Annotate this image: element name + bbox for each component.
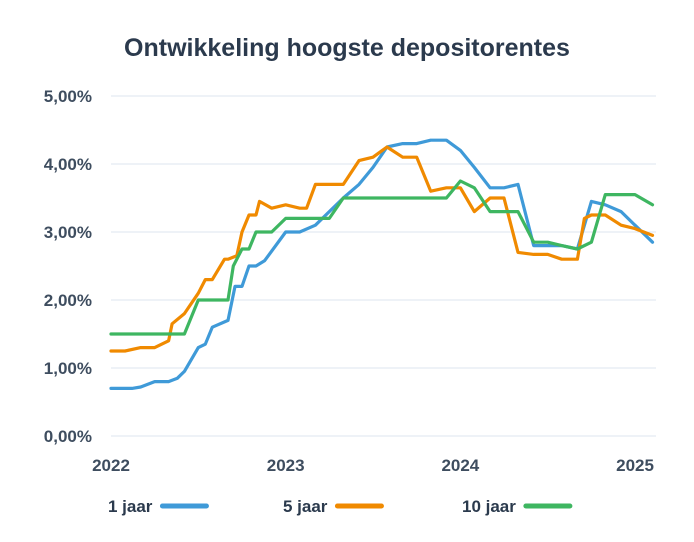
y-tick-label: 2,00% (44, 291, 92, 310)
grid-lines (111, 95, 656, 437)
legend-label: 5 jaar (283, 497, 328, 516)
y-tick-label: 3,00% (44, 223, 92, 242)
x-tick-label: 2023 (267, 456, 305, 475)
x-tick-label: 2024 (441, 456, 479, 475)
chart-title: Ontwikkeling hoogste depositorentes (124, 34, 570, 62)
y-axis-ticks: 0,00% 1,00% 2,00% 3,00% 4,00% 5,00% (44, 87, 92, 446)
series-line-5-jaar (109, 145, 655, 353)
legend-item: 5 jaar (283, 497, 384, 516)
series-lines (109, 138, 655, 390)
y-tick-label: 5,00% (44, 87, 92, 106)
y-tick-label: 0,00% (44, 427, 92, 446)
legend-item: 10 jaar (462, 497, 573, 516)
y-tick-label: 1,00% (44, 359, 92, 378)
series-line-10-jaar (109, 179, 655, 336)
legend-label: 1 jaar (108, 497, 153, 516)
x-tick-label: 2022 (92, 456, 130, 475)
y-tick-label: 4,00% (44, 155, 92, 174)
x-tick-label: 2025 (616, 456, 654, 475)
x-axis-ticks: 2022 2023 2024 2025 (92, 456, 654, 475)
series-line-1-jaar (109, 138, 655, 390)
legend-item: 1 jaar (108, 497, 209, 516)
legend: 1 jaar 5 jaar 10 jaar (108, 497, 573, 516)
legend-label: 10 jaar (462, 497, 516, 516)
